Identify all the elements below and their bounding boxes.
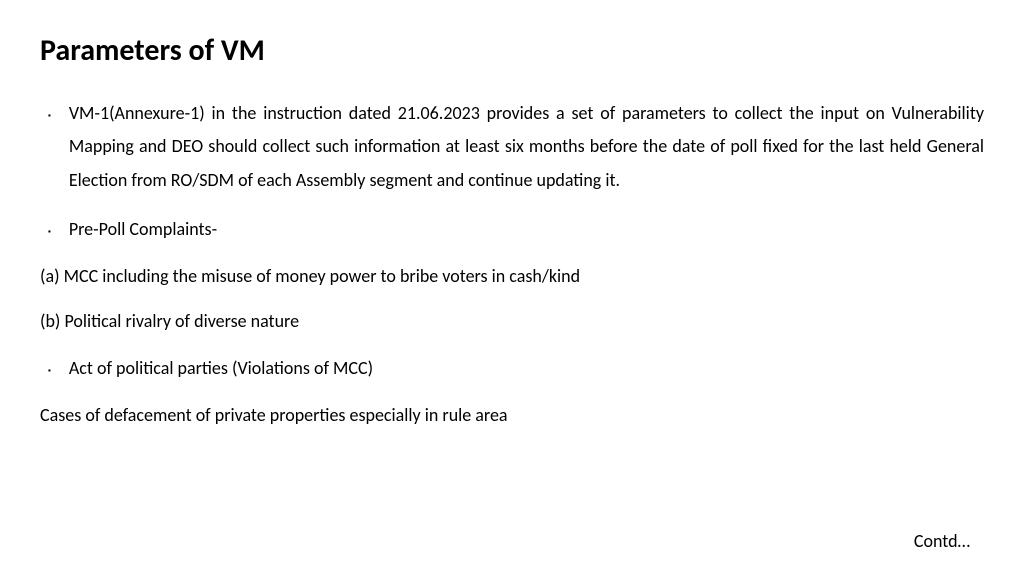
- continued-label: Contd…: [914, 530, 970, 552]
- bullet-text: VM-1(Annexure-1) in the instruction date…: [69, 97, 984, 197]
- bullet-marker-icon: ▪: [48, 109, 51, 197]
- sub-item-b: (b) Political rivalry of diverse nature: [40, 307, 984, 336]
- content-body: ▪ VM-1(Annexure-1) in the instruction da…: [40, 97, 984, 430]
- page-title: Parameters of VM: [40, 32, 984, 69]
- bullet-item: ▪ Act of political parties (Violations o…: [40, 352, 984, 385]
- bullet-item: ▪ VM-1(Annexure-1) in the instruction da…: [40, 97, 984, 197]
- bullet-marker-icon: ▪: [48, 225, 51, 246]
- bullet-item: ▪ Pre-Poll Complaints-: [40, 213, 984, 246]
- plain-text: Cases of defacement of private propertie…: [40, 401, 984, 430]
- bullet-text: Act of political parties (Violations of …: [69, 352, 984, 385]
- bullet-marker-icon: ▪: [48, 364, 51, 385]
- bullet-text: Pre-Poll Complaints-: [69, 213, 984, 246]
- sub-item-a: (a) MCC including the misuse of money po…: [40, 262, 984, 291]
